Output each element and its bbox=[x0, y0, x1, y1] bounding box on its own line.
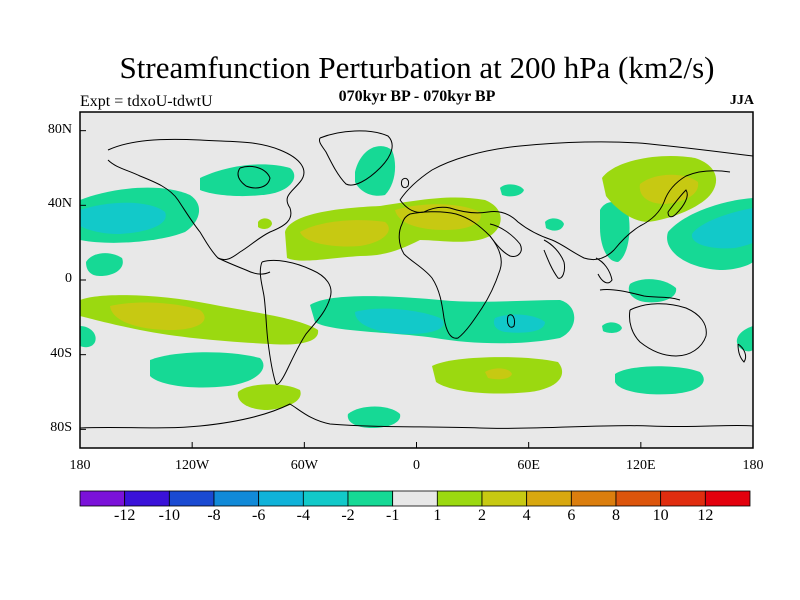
colorbar-label: 4 bbox=[522, 507, 531, 524]
coast-new-zealand bbox=[737, 343, 747, 363]
contour-neg-south-pacific-mid bbox=[150, 352, 264, 388]
colorbar-box bbox=[436, 490, 483, 507]
coast-australia bbox=[629, 303, 707, 357]
colorbar-box bbox=[79, 490, 126, 507]
colorbar-box bbox=[258, 490, 304, 507]
contour-neg-south-pacific-west bbox=[736, 326, 753, 352]
x-tick-label: 120W bbox=[175, 458, 210, 473]
contour-neg-greenland bbox=[355, 146, 396, 196]
y-tick-label: 40N bbox=[47, 196, 72, 212]
colorbar-box bbox=[347, 490, 394, 507]
colorbar-label: -6 bbox=[251, 507, 266, 524]
colorbar-label: -8 bbox=[207, 507, 221, 524]
x-tick-label: 60E bbox=[517, 458, 540, 473]
y-tick-label: 40S bbox=[50, 345, 72, 361]
y-tick-label: 80N bbox=[47, 121, 72, 137]
colorbar-box bbox=[526, 490, 572, 507]
colorbar-box bbox=[168, 490, 215, 507]
colorbar-label: -1 bbox=[385, 507, 400, 524]
axis-ticks bbox=[79, 130, 754, 448]
coast-africa bbox=[398, 211, 502, 339]
colorbar-box bbox=[615, 490, 662, 507]
coast-madagascar bbox=[507, 314, 515, 328]
x-tick-label: 180 bbox=[742, 458, 764, 473]
contour-neg-south-indian-east bbox=[493, 314, 545, 333]
colorbar-label: 1 bbox=[433, 507, 442, 524]
coast-indonesia bbox=[599, 289, 681, 301]
coast-southeast-asia bbox=[595, 257, 613, 284]
colorbar-box bbox=[302, 490, 349, 507]
chart-subtitle: 070kyr BP - 070kyr BP bbox=[338, 88, 496, 105]
contour-neg-east-pacific-eq bbox=[86, 253, 123, 276]
x-tick-label: 180 bbox=[69, 458, 91, 473]
coast-south-america bbox=[259, 259, 332, 385]
experiment-label: Expt = tdxoU-tdwtU bbox=[80, 93, 213, 110]
coast-antarctica bbox=[80, 403, 753, 429]
coast-india bbox=[543, 239, 565, 279]
coast-eurasia bbox=[399, 141, 753, 261]
colorbar-box bbox=[660, 490, 706, 507]
coast-arabia bbox=[489, 223, 522, 257]
colorbar bbox=[79, 490, 751, 507]
contour-neg-southern-ocean-atlantic bbox=[347, 406, 401, 428]
contour-neg-small-2 bbox=[545, 218, 564, 231]
colorbar-box bbox=[570, 490, 617, 507]
contour-neg-south-atlantic-indian-core bbox=[355, 308, 444, 334]
contour-neg-small-1 bbox=[500, 184, 524, 197]
colorbar-label: -2 bbox=[341, 507, 355, 524]
x-tick-label: 120E bbox=[626, 458, 656, 473]
colorbar-box bbox=[213, 490, 260, 507]
contour-neg-china bbox=[600, 201, 630, 262]
contour-pos-atlantic-africa-core bbox=[300, 220, 389, 247]
coast-uk bbox=[401, 177, 409, 189]
contour-neg-north-pacific-east-core bbox=[80, 202, 166, 234]
contour-neg-north-pacific-west-core bbox=[691, 208, 753, 249]
contour-neg-small-3 bbox=[602, 322, 622, 333]
contour-pos-east-asia-core bbox=[639, 174, 699, 204]
contour-pos-south-atlantic bbox=[237, 384, 301, 410]
y-tick-label: 80S bbox=[50, 420, 72, 436]
coast-greenland bbox=[319, 130, 393, 186]
coast-central-america bbox=[217, 257, 271, 275]
colorbar-box bbox=[124, 490, 170, 507]
contour-neg-southern-ocean-east bbox=[615, 366, 704, 395]
colorbar-label: 12 bbox=[697, 507, 714, 524]
coast-hudson-bay bbox=[237, 165, 271, 189]
x-tick-label: 0 bbox=[413, 458, 420, 473]
contour-pos-small-1 bbox=[258, 218, 272, 229]
colorbar-box bbox=[481, 490, 528, 507]
chart-title: Streamfunction Perturbation at 200 hPa (… bbox=[119, 50, 715, 85]
colorbar-label: 10 bbox=[652, 507, 669, 524]
contour-neg-canada bbox=[200, 164, 295, 197]
contour-pos-south-pacific-core bbox=[110, 302, 205, 330]
contour-pos-south-indian-core bbox=[485, 368, 512, 380]
coast-japan bbox=[667, 189, 688, 218]
season-label: JJA bbox=[729, 93, 754, 108]
coastlines bbox=[80, 130, 753, 429]
colorbar-box bbox=[704, 490, 751, 507]
colorbar-box bbox=[392, 490, 438, 507]
colorbar-label: 8 bbox=[612, 507, 620, 524]
colorbar-label: -12 bbox=[113, 507, 136, 524]
colorbar-label: 2 bbox=[478, 507, 486, 524]
coast-north-america bbox=[107, 138, 305, 261]
contour-neg-maritime bbox=[628, 279, 677, 303]
x-tick-label: 60W bbox=[290, 458, 318, 473]
contour-fields bbox=[80, 146, 753, 428]
colorbar-label: 6 bbox=[567, 507, 576, 524]
colorbar-label: -4 bbox=[296, 507, 310, 524]
contour-neg-south-pacific-west-left bbox=[80, 326, 96, 348]
colorbar-label: -10 bbox=[158, 507, 180, 524]
y-tick-label: 0 bbox=[65, 271, 72, 286]
